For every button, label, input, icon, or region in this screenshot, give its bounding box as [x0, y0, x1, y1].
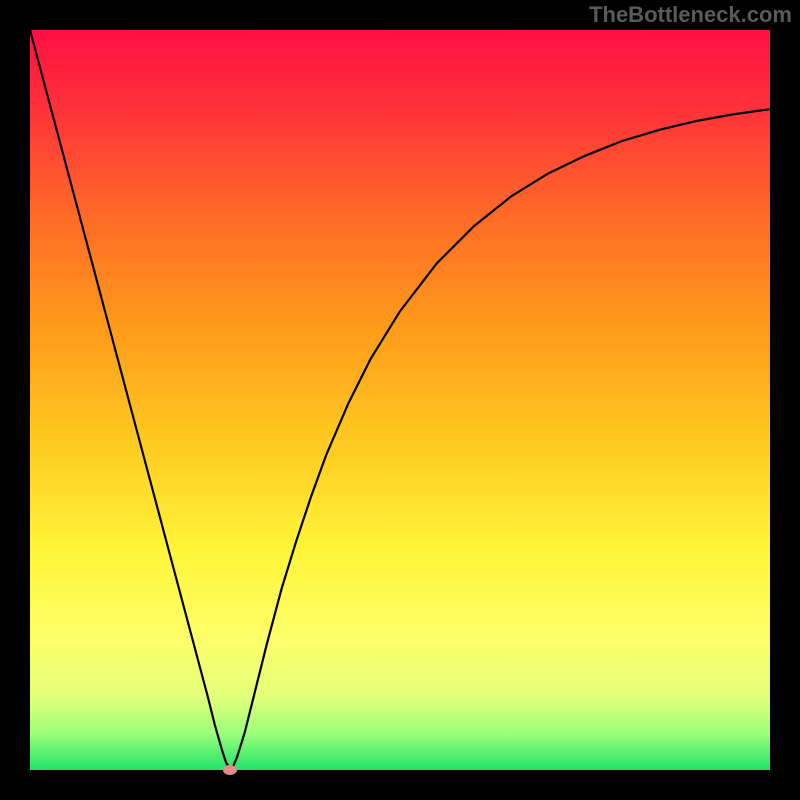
plot-area — [30, 30, 770, 770]
bottleneck-curve — [30, 30, 770, 770]
chart-container: TheBottleneck.com — [0, 0, 800, 800]
minimum-marker — [223, 765, 237, 775]
curve-path — [30, 30, 770, 769]
watermark-text: TheBottleneck.com — [589, 2, 792, 28]
